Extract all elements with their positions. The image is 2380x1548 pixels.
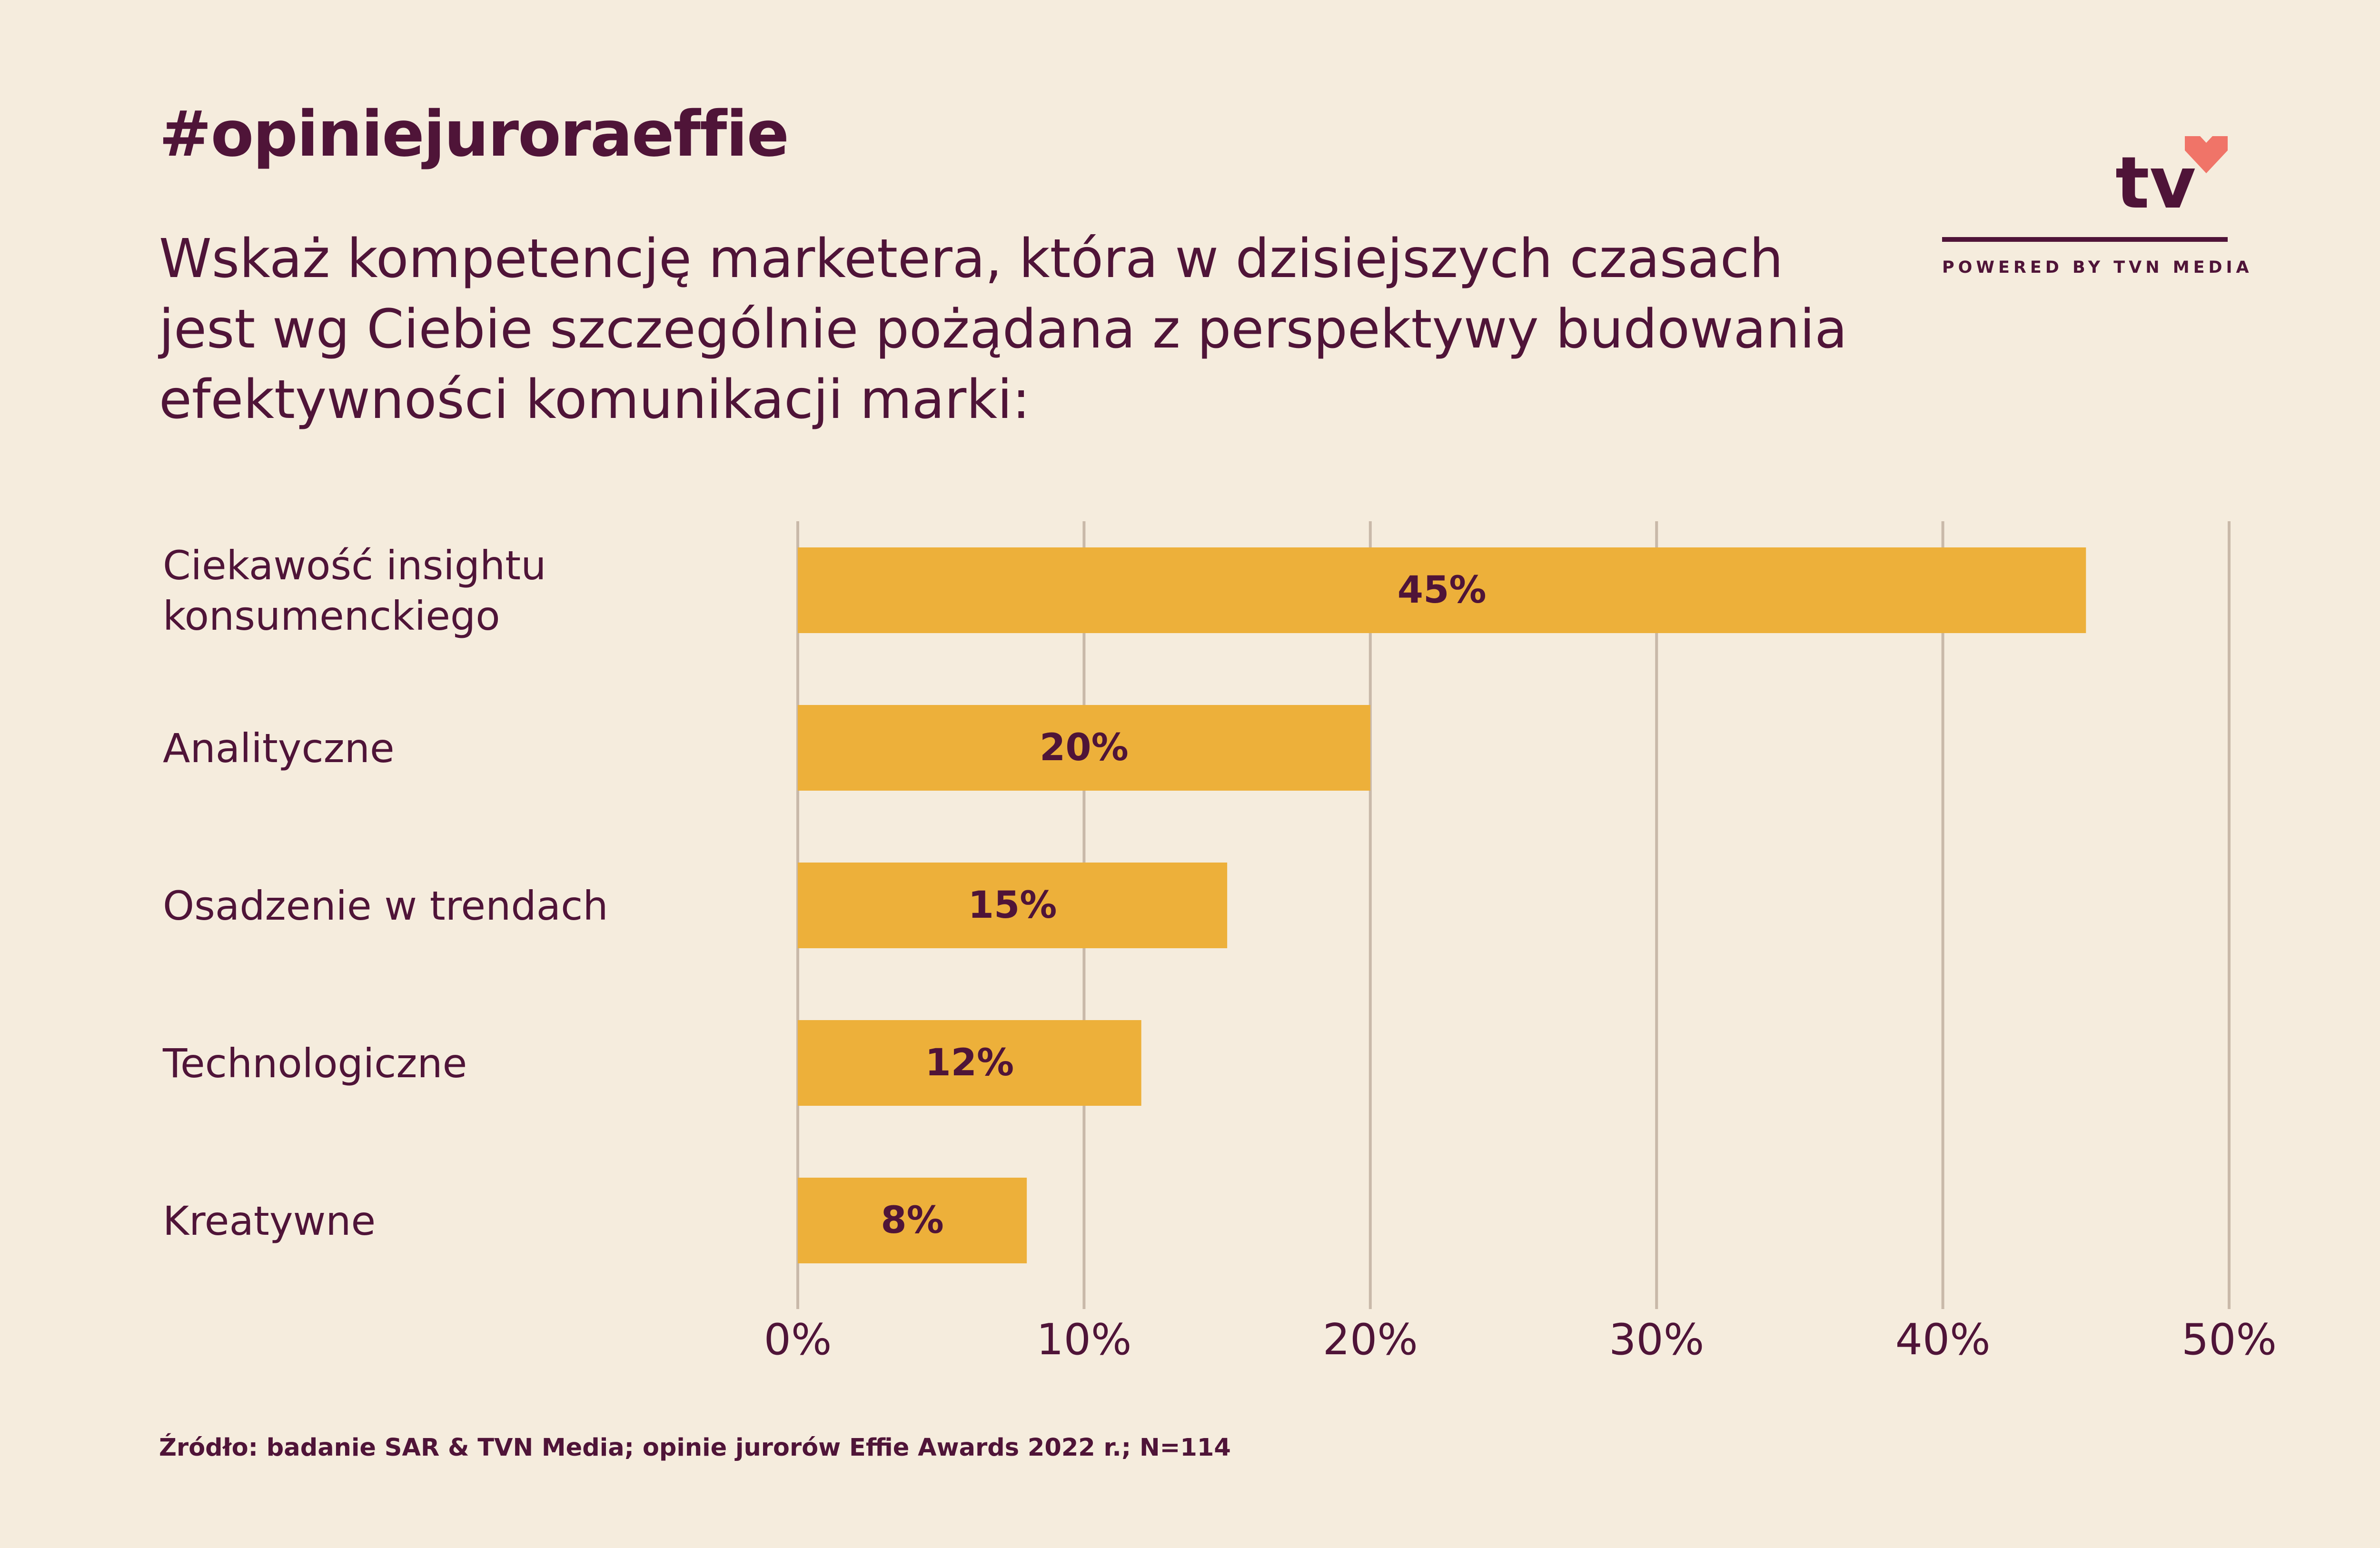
logo-divider [1942,237,2228,242]
source-note: Źródło: badanie SAR & TVN Media; opinie … [159,1434,1231,1462]
category-label: Kreatywne [163,1198,376,1244]
x-tick-label: 50% [2182,1315,2277,1365]
x-tick-label: 10% [1036,1315,1131,1365]
category-label: Technologiczne [162,1040,467,1087]
x-tick-label: 30% [1609,1315,1704,1365]
bar [798,705,1370,791]
bar-data-label: 20% [1040,726,1129,769]
survey-question: Wskaż kompetencję marketera, która w dzi… [159,228,1847,431]
category-label: konsumenckiego [163,593,500,639]
page-hashtag-title: #opiniejuroraeffie [159,98,789,171]
x-tick-label: 20% [1323,1315,1418,1365]
logo-tv-text: tv [2115,142,2196,225]
category-label: Analityczne [163,725,395,772]
x-tick-label: 40% [1895,1315,1991,1365]
category-label: Ciekawość insightu [163,542,546,589]
bar [798,1020,1141,1106]
bar-data-label: 45% [1398,569,1487,612]
bar-data-label: 12% [925,1042,1014,1084]
bar-data-label: 15% [968,884,1057,927]
heart-icon [2185,136,2228,173]
tvn-logo: tv POWERED BY TVN MEDIA [1942,129,2253,286]
x-tick-label: 0% [764,1315,832,1365]
bar [798,547,2086,633]
bar-data-label: 8% [881,1199,943,1242]
logo-tagline: POWERED BY TVN MEDIA [1942,258,2253,277]
bar [798,1178,1027,1263]
bar [798,863,1228,948]
category-label: Osadzenie w trendach [163,883,608,929]
